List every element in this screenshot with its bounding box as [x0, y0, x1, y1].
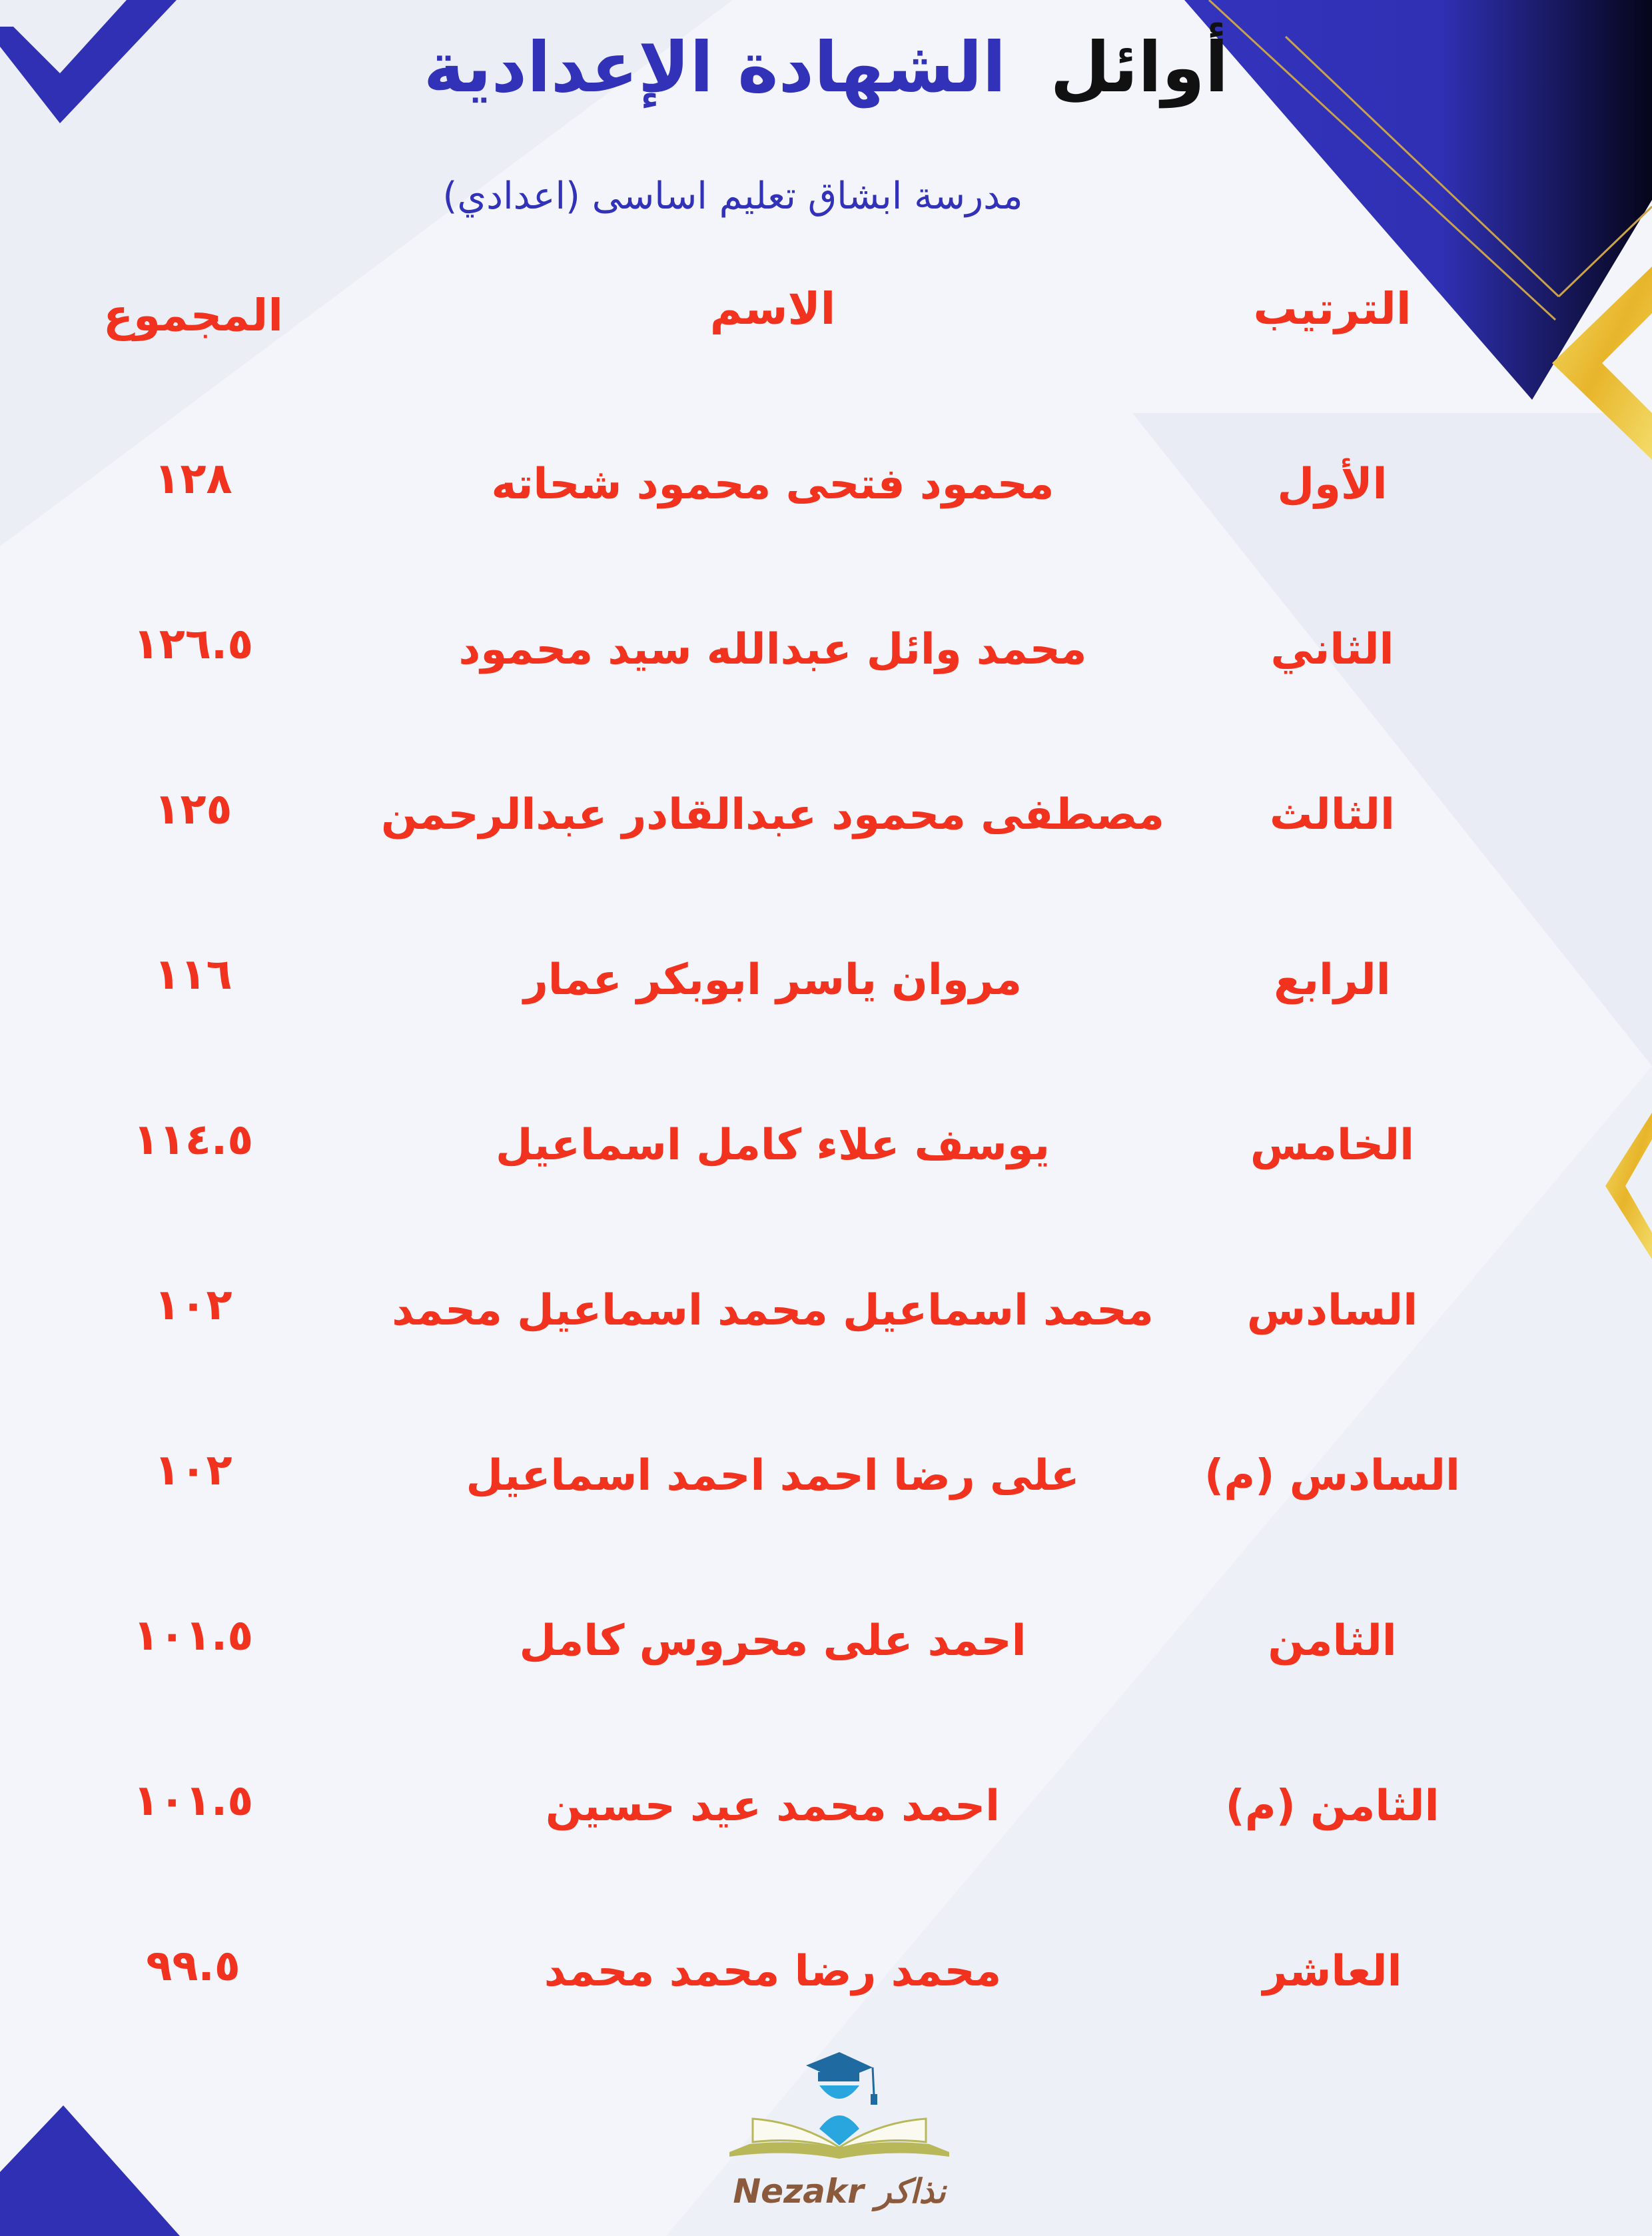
row-name: احمد محمد عيد حسين — [545, 1782, 1001, 1831]
row-rank: الرابع — [1274, 955, 1391, 1005]
row-name: محمد رضا محمد محمد — [544, 1947, 1002, 1996]
row-rank: الثامن (م) — [1225, 1782, 1440, 1831]
graduate-book-icon — [729, 2052, 949, 2159]
row-total: ١٠١.٥ — [133, 1776, 254, 1826]
row-name: يوسف علاء كامل اسماعيل — [496, 1121, 1050, 1170]
row-total: ١٠١.٥ — [133, 1611, 254, 1660]
row-total: ١٠٢ — [154, 1446, 232, 1495]
row-rank: السادس — [1246, 1286, 1418, 1335]
row-name: محمود فتحى محمود شحاته — [491, 460, 1054, 509]
row-total: ١٠٢ — [154, 1281, 232, 1330]
row-name: محمد اسماعيل محمد اسماعيل محمد — [392, 1286, 1154, 1335]
row-rank: العاشر — [1262, 1947, 1402, 1996]
title-part-2: الشهادة الإعدادية — [423, 27, 1007, 108]
row-total: ١١٦ — [154, 950, 232, 999]
bottom-left-blue-corner — [0, 2105, 180, 2236]
page-title: أوائل الشهادة الإعدادية — [0, 27, 1652, 108]
row-rank: الأول — [1277, 460, 1388, 509]
row-name: على رضا احمد احمد اسماعيل — [466, 1451, 1080, 1500]
header-rank: الترتيب — [1253, 283, 1412, 334]
row-total: ٩٩.٥ — [146, 1942, 240, 1991]
header-name: الاسم — [709, 283, 836, 334]
row-rank: الثالث — [1270, 790, 1395, 839]
bg-facet — [0, 0, 733, 546]
nezakr-logo: Nezakr نذاكر — [726, 2049, 953, 2222]
row-total: ١٢٦.٥ — [133, 620, 254, 669]
header-total: المجموع — [103, 290, 283, 341]
row-total: ١١٤.٥ — [133, 1115, 254, 1165]
row-name: مصطفى محمود عبدالقادر عبدالرحمن — [380, 790, 1165, 839]
row-total: ١٢٨ — [154, 454, 232, 504]
gold-chevron-mid — [1605, 1113, 1652, 1259]
row-name: محمد وائل عبدالله سيد محمود — [458, 625, 1087, 674]
top-left-blue-chevron — [0, 0, 177, 123]
row-name: احمد على محروس كامل — [519, 1616, 1027, 1666]
bg-facet — [666, 1066, 1652, 2236]
top-right-blue-corner — [1184, 0, 1652, 400]
row-rank: الثاني — [1270, 625, 1394, 674]
row-total: ١٢٥ — [154, 785, 232, 834]
school-name: مدرسة ابشاق تعليم اساسى (اعدادي) — [442, 175, 1023, 218]
row-name: مروان ياسر ابوبكر عمار — [523, 955, 1023, 1005]
row-rank: الثامن — [1268, 1616, 1397, 1666]
row-rank: السادس (م) — [1204, 1451, 1460, 1500]
title-part-1: أوائل — [1050, 27, 1229, 108]
logo-text: Nezakr نذاكر — [733, 2172, 946, 2211]
row-rank: الخامس — [1250, 1121, 1415, 1170]
gold-chevron-top — [1552, 267, 1652, 460]
bg-facet — [1132, 413, 1652, 1066]
